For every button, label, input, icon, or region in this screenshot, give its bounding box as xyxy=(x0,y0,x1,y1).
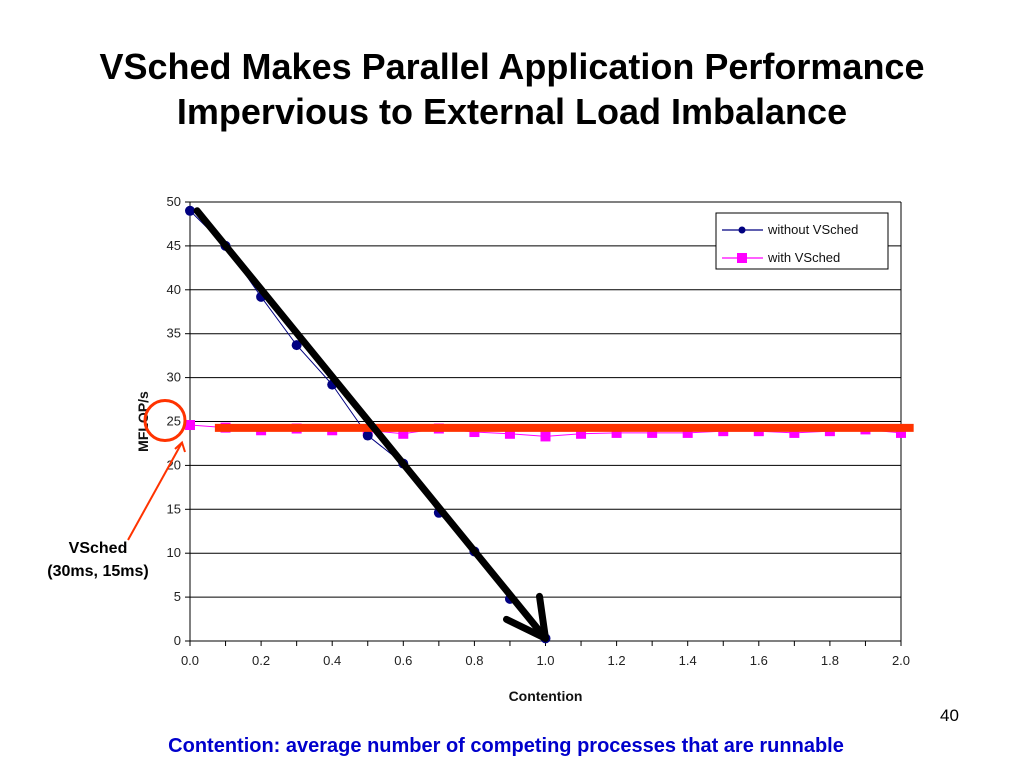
legend: without VSched with VSched xyxy=(715,212,889,270)
callout-line-2: (30ms, 15ms) xyxy=(47,563,149,580)
slide-title: VSched Makes Parallel Application Perfor… xyxy=(0,44,1024,134)
x-tick-label: 0.0 xyxy=(181,653,199,668)
data-point-with-vsched xyxy=(611,427,622,438)
y-tick-label: 50 xyxy=(167,194,181,209)
y-tick-label: 45 xyxy=(167,238,181,253)
y-tick-label: 10 xyxy=(167,545,181,560)
x-tick-label: 1.8 xyxy=(821,653,839,668)
y-tick-label: 30 xyxy=(167,370,181,385)
x-tick-label: 0.6 xyxy=(394,653,412,668)
x-tick-label: 0.8 xyxy=(465,653,483,668)
x-tick-label: 1.2 xyxy=(608,653,626,668)
x-axis-label: Contention xyxy=(509,688,583,704)
data-point-without-vsched xyxy=(291,340,302,351)
data-point-with-vsched xyxy=(398,428,409,439)
gridlines xyxy=(190,201,901,598)
callout-pointer-line xyxy=(127,442,183,541)
data-point-with-vsched xyxy=(504,428,515,439)
x-tick-label: 0.2 xyxy=(252,653,270,668)
data-point-with-vsched xyxy=(789,427,800,438)
data-point-with-vsched xyxy=(682,427,693,438)
legend-marker-circle xyxy=(738,226,746,234)
data-point-without-vsched xyxy=(362,430,373,441)
data-point-with-vsched xyxy=(540,431,551,442)
data-point-with-vsched xyxy=(185,420,195,431)
black-trend-arrow xyxy=(193,207,549,642)
x-tick-labels: 0.0 0.2 0.4 0.6 0.8 1.0 1.2 1.4 1.6 1.8 2.0 xyxy=(181,653,910,668)
legend-marker-square xyxy=(737,253,747,263)
red-highlight-circle xyxy=(143,399,187,442)
x-tick-label: 1.0 xyxy=(536,653,554,668)
y-tick-label: 5 xyxy=(174,589,181,604)
y-tick-labels: 0 5 10 15 20 25 30 35 40 45 50 xyxy=(167,194,181,648)
data-point-with-vsched xyxy=(896,427,906,438)
annotation-layer xyxy=(127,207,914,642)
arrowhead xyxy=(503,592,549,642)
y-tick-label: 20 xyxy=(167,457,181,472)
data-point-without-vsched xyxy=(185,205,195,216)
title-line-1: VSched Makes Parallel Application Perfor… xyxy=(99,46,925,87)
x-tick-label: 1.6 xyxy=(750,653,768,668)
legend-label-with-vsched: with VSched xyxy=(767,250,840,265)
legend-label-without-vsched: without VSched xyxy=(767,222,858,237)
x-tick-label: 2.0 xyxy=(892,653,910,668)
callout-pointer-head xyxy=(174,440,186,453)
y-tick-label: 40 xyxy=(167,282,181,297)
y-axis-label: MFLOP/s xyxy=(135,391,151,452)
y-tick-label: 35 xyxy=(167,326,181,341)
footer-note: Contention: average number of competing … xyxy=(168,735,844,757)
y-tick-label: 15 xyxy=(167,501,181,516)
data-point-with-vsched xyxy=(647,427,658,438)
y-tick-label: 0 xyxy=(174,633,181,648)
title-line-2: Impervious to External Load Imbalance xyxy=(176,91,848,132)
x-tick-label: 0.4 xyxy=(323,653,341,668)
data-point-with-vsched xyxy=(576,428,587,439)
page-number: 40 xyxy=(940,706,959,725)
data-point-with-vsched xyxy=(469,427,480,438)
callout-line-1: VSched xyxy=(68,540,128,557)
y-tick-label: 25 xyxy=(167,414,181,429)
x-tick-label: 1.4 xyxy=(679,653,697,668)
vsched-callout: VSched (30ms, 15ms) xyxy=(28,537,168,583)
